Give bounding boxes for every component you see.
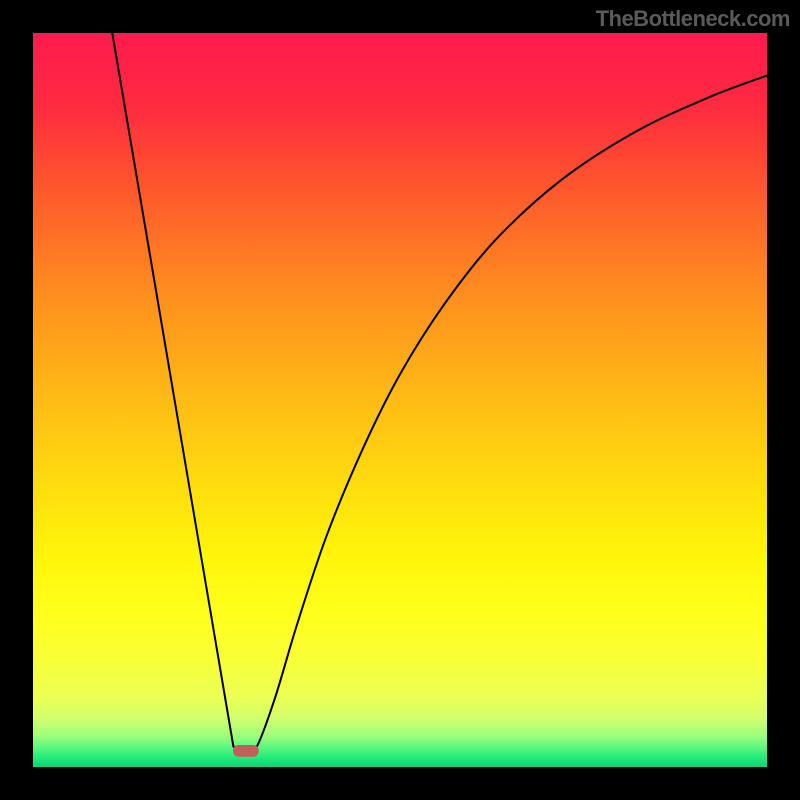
chart-background	[33, 33, 767, 767]
minimum-marker	[233, 745, 259, 757]
chart-plot-area	[33, 33, 767, 767]
chart-svg	[33, 33, 767, 767]
watermark-text: TheBottleneck.com	[596, 6, 790, 32]
